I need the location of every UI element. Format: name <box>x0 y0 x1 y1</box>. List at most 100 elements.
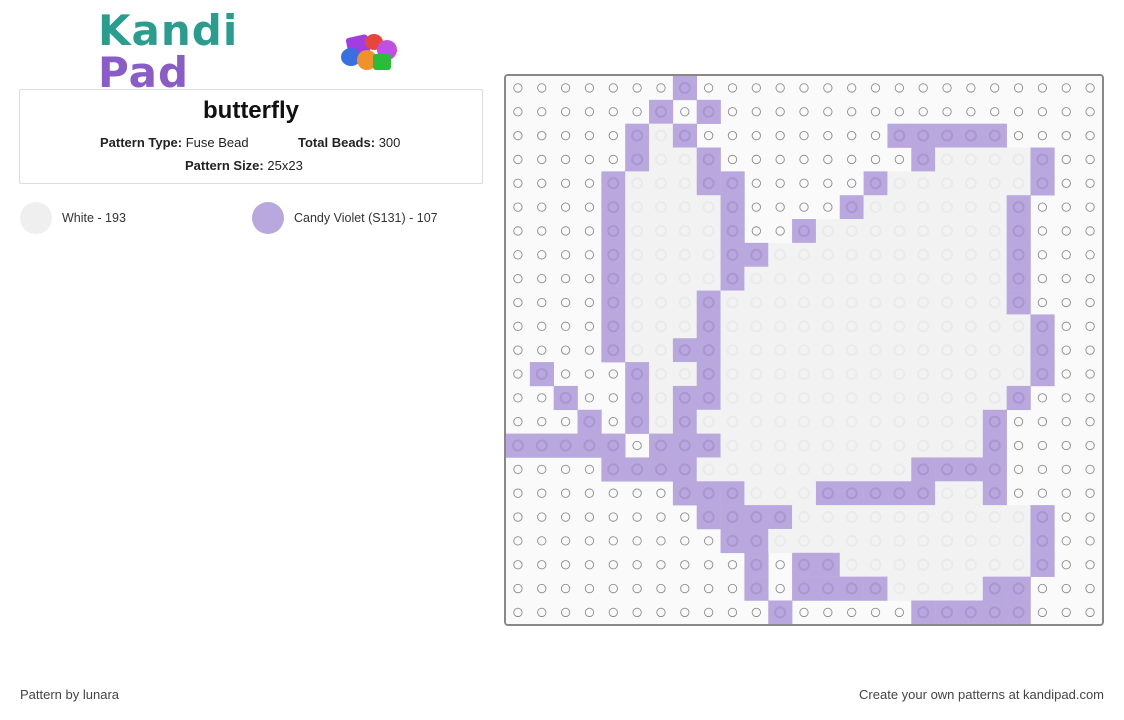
empty-peg <box>847 107 857 117</box>
white-bead <box>649 385 674 411</box>
bead-hole <box>964 487 977 500</box>
empty-peg <box>1061 226 1071 236</box>
white-bead <box>649 290 674 315</box>
bead-hole <box>845 439 858 452</box>
white-bead <box>863 433 888 458</box>
empty-peg <box>537 583 547 594</box>
bead-pattern-board[interactable] <box>504 74 1104 626</box>
bead-hole <box>798 368 810 380</box>
bead-hole <box>964 582 977 595</box>
bead-hole <box>726 487 739 500</box>
bead-hole <box>845 582 858 595</box>
empty-peg <box>560 560 571 570</box>
violet-bead <box>1030 552 1055 577</box>
white-bead <box>982 290 1007 315</box>
bead-hole <box>845 463 858 476</box>
empty-peg <box>513 297 523 308</box>
bead-hole <box>631 129 644 142</box>
bead-hole <box>917 511 930 524</box>
empty-peg <box>1037 226 1048 236</box>
white-bead <box>1006 505 1031 530</box>
total-beads: Total Beads: 300 <box>298 135 400 150</box>
empty-peg <box>1085 273 1095 284</box>
white-bead <box>887 433 912 458</box>
empty-peg <box>608 130 618 141</box>
bead-hole <box>988 248 1001 261</box>
white-bead <box>744 409 769 434</box>
empty-peg <box>584 393 595 403</box>
bead-hole <box>798 439 810 452</box>
empty-peg <box>727 107 738 117</box>
empty-peg <box>1037 440 1048 451</box>
white-bead <box>768 338 793 363</box>
bead-hole <box>726 320 739 333</box>
empty-peg <box>632 488 642 498</box>
violet-bead <box>625 147 650 172</box>
empty-peg <box>1085 417 1095 427</box>
empty-peg <box>1061 512 1071 522</box>
violet-bead <box>720 242 745 268</box>
violet-bead <box>792 576 817 601</box>
empty-peg <box>870 83 881 93</box>
empty-peg <box>608 107 618 117</box>
empty-peg <box>775 583 785 594</box>
white-bead <box>720 433 745 458</box>
empty-peg <box>680 512 690 522</box>
empty-peg <box>513 202 523 212</box>
bead-hole <box>988 415 1001 428</box>
white-bead <box>911 219 936 244</box>
white-bead <box>815 505 841 530</box>
pattern-size-value: 25x23 <box>267 158 303 173</box>
violet-bead <box>672 409 698 434</box>
bead-hole <box>798 272 810 285</box>
white-bead <box>958 242 984 268</box>
empty-peg <box>560 464 571 475</box>
bead-hole <box>941 606 954 619</box>
violet-bead <box>601 219 626 244</box>
bead-hole <box>941 248 954 261</box>
empty-peg <box>1013 417 1024 427</box>
violet-bead <box>1006 385 1031 411</box>
white-bead <box>649 219 674 244</box>
empty-peg <box>1061 369 1071 379</box>
white-bead <box>649 266 674 291</box>
bead-hole <box>869 368 882 380</box>
bead-hole <box>678 368 691 380</box>
bead-hole <box>798 534 810 547</box>
empty-peg <box>560 107 571 117</box>
white-bead <box>839 433 864 458</box>
bead-hole <box>702 105 715 118</box>
bead-hole <box>988 272 1001 285</box>
white-bead <box>887 362 912 387</box>
white-bead <box>720 457 745 482</box>
empty-peg <box>727 130 738 141</box>
bead-hole <box>893 439 906 452</box>
pattern-info-card: butterfly Pattern Type: Fuse Bead Total … <box>19 89 483 184</box>
bead-hole <box>988 558 1001 571</box>
bead-hole <box>1012 201 1025 214</box>
empty-peg <box>513 250 523 260</box>
empty-peg <box>608 488 618 498</box>
empty-peg <box>608 417 618 427</box>
bead-hole <box>821 487 834 500</box>
violet-bead <box>696 385 721 411</box>
bead-hole <box>917 320 930 333</box>
empty-peg <box>1013 440 1024 451</box>
bead-hole <box>798 224 810 237</box>
white-bead <box>958 195 984 220</box>
bead-hole <box>535 368 548 380</box>
bead-hole <box>607 177 620 190</box>
bead-hole <box>941 439 954 452</box>
kandi-pad-logo[interactable]: Kandi Pad <box>98 10 408 94</box>
empty-peg <box>1061 250 1071 260</box>
bead-hole <box>702 344 715 357</box>
empty-peg <box>1037 273 1048 284</box>
kandipad-link[interactable]: Create your own patterns at kandipad.com <box>859 687 1104 702</box>
bead-hole <box>941 558 954 571</box>
white-bead <box>911 385 936 411</box>
bead-hole <box>869 558 882 571</box>
bead-hole <box>1012 534 1025 547</box>
bead-hole <box>1012 153 1025 166</box>
bead-hole <box>964 320 977 333</box>
empty-peg <box>894 107 905 117</box>
